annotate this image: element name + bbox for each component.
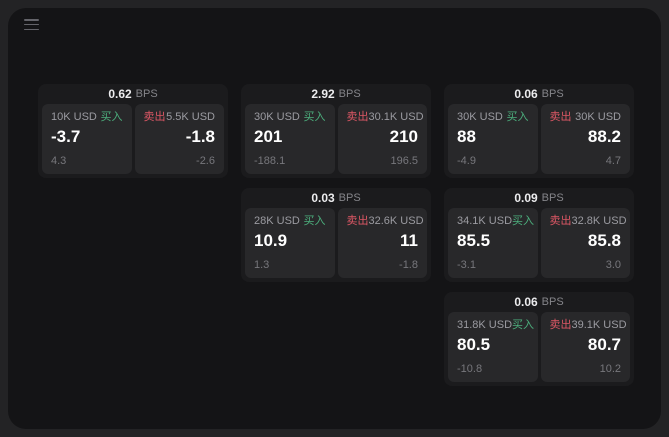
sell-price: 85.8 [587, 231, 621, 250]
sell-side-label: 卖出 [346, 215, 369, 227]
buy-size: 34.1K USD [457, 215, 513, 227]
sell-delta: -2.6 [196, 155, 215, 167]
card-header: 0.06 BPS [448, 84, 630, 104]
buy-panel[interactable]: 10K USD 买入 -3.7 4.3 [42, 104, 132, 174]
spread-value: 0.03 [311, 191, 335, 205]
buy-panel[interactable]: 31.8K USD 买入 80.5 -10.8 [448, 312, 538, 382]
sell-size: 32.6K USD [368, 215, 424, 227]
buy-side-label: 买入 [100, 111, 123, 123]
quote-card: 2.92 BPS 30K USD 买入 201 -188.1 卖出 30.1K … [241, 84, 431, 178]
sell-delta: 4.7 [605, 155, 621, 167]
buy-price: 85.5 [457, 231, 491, 250]
spread-value: 0.06 [514, 295, 538, 309]
sell-price: 80.7 [587, 335, 621, 354]
quote-card: 0.62 BPS 10K USD 买入 -3.7 4.3 卖出 5.5K USD [38, 84, 228, 178]
sell-size: 5.5K USD [166, 111, 215, 123]
sell-delta: -1.8 [399, 259, 418, 271]
sell-side-label: 卖出 [549, 319, 572, 331]
main-window: 0.62 BPS 10K USD 买入 -3.7 4.3 卖出 5.5K USD [8, 8, 661, 429]
quote-card: 0.06 BPS 31.8K USD 买入 80.5 -10.8 卖出 39.1… [444, 292, 634, 386]
buy-side-label: 买入 [512, 215, 535, 227]
buy-side-label: 买入 [506, 111, 529, 123]
buy-panel[interactable]: 30K USD 买入 201 -188.1 [245, 104, 335, 174]
sell-price: 11 [400, 231, 418, 250]
sell-delta: 3.0 [605, 259, 621, 271]
quote-card: 0.06 BPS 30K USD 买入 88 -4.9 卖出 30K USD [444, 84, 634, 178]
buy-price: 88 [457, 127, 476, 146]
buy-panel[interactable]: 30K USD 买入 88 -4.9 [448, 104, 538, 174]
buy-size: 10K USD [51, 111, 97, 123]
quote-card: 0.09 BPS 34.1K USD 买入 85.5 -3.1 卖出 32.8K… [444, 188, 634, 282]
buy-price: 201 [254, 127, 283, 146]
sell-panel[interactable]: 卖出 39.1K USD 80.7 10.2 [540, 312, 630, 382]
spread-value: 0.62 [108, 87, 132, 101]
spread-value: 0.06 [514, 87, 538, 101]
spread-value: 2.92 [311, 87, 335, 101]
sell-price: 210 [389, 127, 418, 146]
bps-unit-label: BPS [541, 192, 564, 204]
buy-price: 80.5 [457, 335, 491, 354]
quote-card: 0.03 BPS 28K USD 买入 10.9 1.3 卖出 32.6K US… [241, 188, 431, 282]
bps-unit-label: BPS [338, 88, 361, 100]
sell-size: 32.8K USD [571, 215, 627, 227]
buy-size: 30K USD [457, 111, 503, 123]
card-header: 0.09 BPS [448, 188, 630, 208]
buy-size: 30K USD [254, 111, 300, 123]
sell-panel[interactable]: 卖出 32.8K USD 85.8 3.0 [540, 208, 630, 278]
bps-unit-label: BPS [541, 88, 564, 100]
sell-side-label: 卖出 [346, 111, 369, 123]
sell-size: 30.1K USD [368, 111, 424, 123]
quote-card-grid: 0.62 BPS 10K USD 买入 -3.7 4.3 卖出 5.5K USD [38, 84, 634, 386]
sell-panel[interactable]: 卖出 30K USD 88.2 4.7 [540, 104, 630, 174]
spread-value: 0.09 [514, 191, 538, 205]
buy-price: -3.7 [51, 127, 81, 146]
card-header: 2.92 BPS [245, 84, 427, 104]
sell-side-label: 卖出 [549, 215, 572, 227]
sell-panel[interactable]: 卖出 32.6K USD 11 -1.8 [337, 208, 427, 278]
buy-size: 28K USD [254, 215, 300, 227]
buy-delta: -188.1 [254, 155, 286, 167]
card-header: 0.62 BPS [42, 84, 224, 104]
bps-unit-label: BPS [338, 192, 361, 204]
sell-price: 88.2 [587, 127, 621, 146]
buy-panel[interactable]: 28K USD 买入 10.9 1.3 [245, 208, 335, 278]
buy-side-label: 买入 [303, 111, 326, 123]
buy-delta: 4.3 [51, 155, 67, 167]
sell-side-label: 卖出 [143, 111, 166, 123]
card-header: 0.03 BPS [245, 188, 427, 208]
sell-side-label: 卖出 [549, 111, 572, 123]
buy-size: 31.8K USD [457, 319, 513, 331]
bps-unit-label: BPS [541, 296, 564, 308]
sell-delta: 196.5 [390, 155, 418, 167]
buy-side-label: 买入 [303, 215, 326, 227]
sell-size: 30K USD [575, 111, 621, 123]
buy-panel[interactable]: 34.1K USD 买入 85.5 -3.1 [448, 208, 538, 278]
sell-price: -1.8 [185, 127, 215, 146]
buy-price: 10.9 [254, 231, 288, 250]
card-header: 0.06 BPS [448, 292, 630, 312]
buy-delta: -4.9 [457, 155, 476, 167]
menu-icon[interactable] [24, 19, 39, 30]
buy-delta: -10.8 [457, 363, 483, 375]
buy-side-label: 买入 [512, 319, 535, 331]
sell-panel[interactable]: 卖出 5.5K USD -1.8 -2.6 [134, 104, 224, 174]
sell-size: 39.1K USD [571, 319, 627, 331]
bps-unit-label: BPS [135, 88, 158, 100]
sell-panel[interactable]: 卖出 30.1K USD 210 196.5 [337, 104, 427, 174]
buy-delta: 1.3 [254, 259, 270, 271]
sell-delta: 10.2 [599, 363, 621, 375]
buy-delta: -3.1 [457, 259, 476, 271]
